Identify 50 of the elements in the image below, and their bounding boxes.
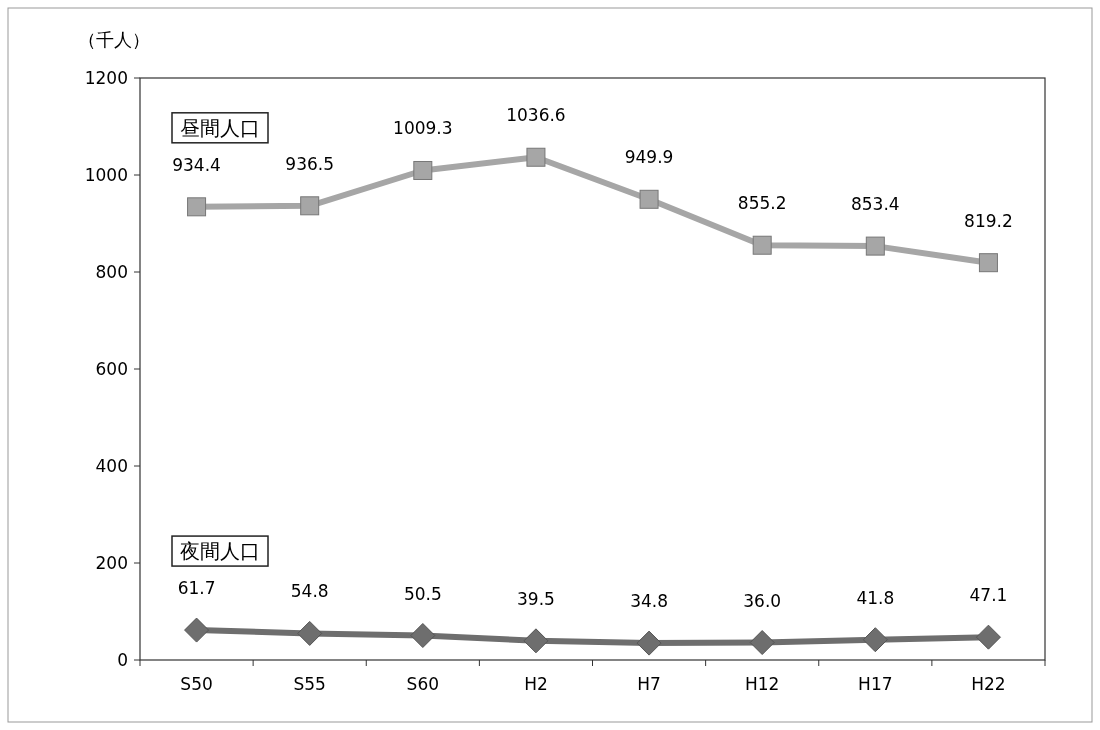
data-label: 36.0 [743, 590, 782, 611]
data-label: 853.4 [850, 194, 900, 215]
y-axis-title: （千人） [78, 29, 150, 50]
x-tick-label: S60 [406, 674, 440, 694]
point [978, 253, 998, 273]
point [300, 196, 320, 216]
data-label: 949.9 [624, 147, 674, 168]
data-label: 819.2 [964, 210, 1013, 231]
y-tick-label: 1000 [84, 165, 128, 185]
point [297, 620, 323, 646]
point [639, 189, 659, 209]
data-label: 855.2 [737, 193, 787, 214]
x-tick-label: H17 [858, 674, 893, 694]
data-label: 1036.6 [506, 105, 566, 126]
data-label: 934.4 [172, 154, 221, 175]
y-tick-label: 400 [95, 456, 128, 476]
data-label: 50.5 [403, 583, 442, 604]
y-tick-label: 0 [117, 650, 128, 670]
data-label: 54.8 [290, 581, 329, 602]
point [752, 235, 772, 255]
point [187, 197, 207, 217]
point [413, 160, 433, 180]
point [526, 147, 546, 167]
x-tick-label: H22 [971, 674, 1006, 694]
y-tick-label: 200 [95, 553, 128, 573]
data-label: 41.8 [856, 587, 895, 608]
data-label: 47.1 [969, 585, 1008, 606]
point [749, 630, 775, 656]
text: 昼間人口 [180, 115, 260, 140]
point [410, 623, 436, 649]
point [523, 628, 549, 654]
data-label: 34.8 [630, 591, 668, 612]
data-label: 61.7 [177, 578, 216, 599]
x-tick-label: S50 [180, 674, 213, 694]
y-tick-label: 600 [95, 359, 128, 379]
x-tick-label: H7 [637, 674, 661, 694]
x-tick-label: S55 [293, 674, 326, 694]
text: 夜間人口 [180, 539, 260, 564]
data-label: 39.5 [517, 588, 555, 609]
x-tick-label: H2 [524, 674, 548, 694]
data-label: 1009.3 [393, 118, 453, 139]
y-tick-label: 1200 [84, 68, 128, 88]
x-tick-label: H12 [744, 674, 780, 694]
point [184, 617, 210, 643]
point [975, 624, 1001, 650]
point [865, 236, 885, 256]
y-tick-label: 800 [95, 262, 128, 282]
point [862, 627, 888, 653]
data-label: 936.5 [285, 153, 335, 174]
point [636, 630, 662, 656]
